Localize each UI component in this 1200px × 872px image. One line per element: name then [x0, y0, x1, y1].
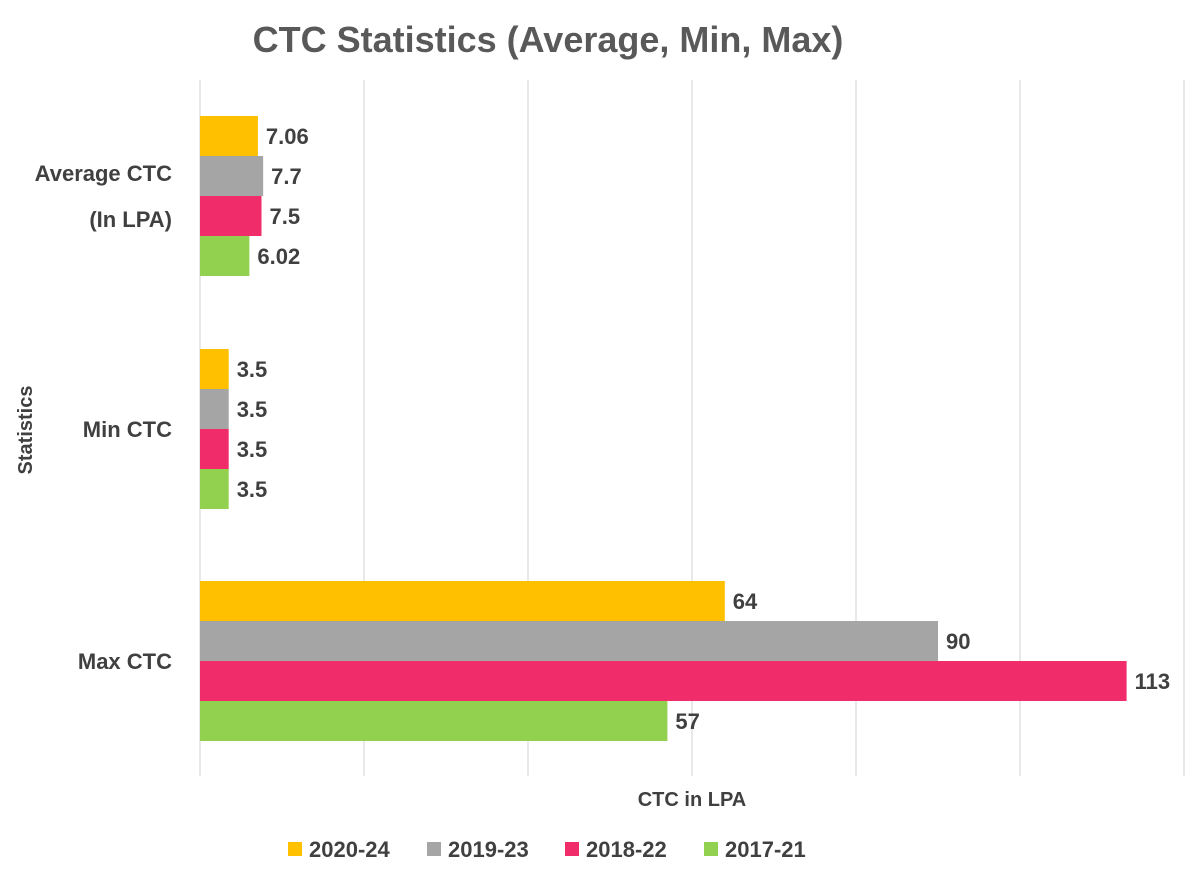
data-labels: 7.06 7.7 7.5 6.02 3.5 3.5 3.5 3.5 64 90 113 57	[237, 124, 1170, 734]
legend-swatch	[565, 842, 579, 856]
data-label: 113	[1135, 669, 1171, 694]
legend-label: 2020-24	[309, 837, 391, 862]
data-label: 3.5	[237, 437, 268, 462]
legend-swatch	[288, 842, 302, 856]
bar	[200, 581, 725, 621]
data-label: 7.7	[271, 164, 302, 189]
gridlines	[199, 80, 1185, 776]
bar	[200, 349, 229, 389]
data-label: 64	[733, 589, 758, 614]
data-label: 57	[675, 709, 699, 734]
data-label: 7.5	[270, 204, 301, 229]
legend: 2020-24 2019-23 2018-22 2017-21	[288, 837, 806, 862]
chart-title: CTC Statistics (Average, Min, Max)	[253, 19, 844, 60]
data-label: 3.5	[237, 397, 268, 422]
legend-label: 2019-23	[448, 837, 529, 862]
data-label: 6.02	[257, 244, 300, 269]
data-label: 3.5	[237, 357, 268, 382]
category-label: (In LPA)	[89, 207, 172, 232]
bar	[200, 389, 229, 429]
category-label: Average CTC	[35, 161, 172, 186]
category-axis: Average CTC (In LPA) Min CTC Max CTC	[35, 161, 172, 674]
bar	[200, 701, 668, 741]
category-label: Min CTC	[83, 417, 172, 442]
y-axis-title: Statistics	[15, 386, 37, 475]
data-label: 7.06	[266, 124, 309, 149]
legend-swatch	[427, 842, 441, 856]
bar	[200, 469, 229, 509]
bar	[200, 156, 264, 196]
bar	[200, 429, 229, 469]
bar	[200, 236, 250, 276]
category-label: Max CTC	[78, 649, 172, 674]
legend-swatch	[704, 842, 718, 856]
bar	[200, 196, 262, 236]
data-label: 90	[946, 629, 970, 654]
bar	[200, 661, 1127, 701]
bars	[200, 116, 1127, 741]
legend-label: 2018-22	[586, 837, 667, 862]
x-axis-title: CTC in LPA	[638, 789, 747, 811]
bar	[200, 621, 938, 661]
bar	[200, 116, 258, 156]
legend-label: 2017-21	[725, 837, 806, 862]
data-label: 3.5	[237, 477, 268, 502]
